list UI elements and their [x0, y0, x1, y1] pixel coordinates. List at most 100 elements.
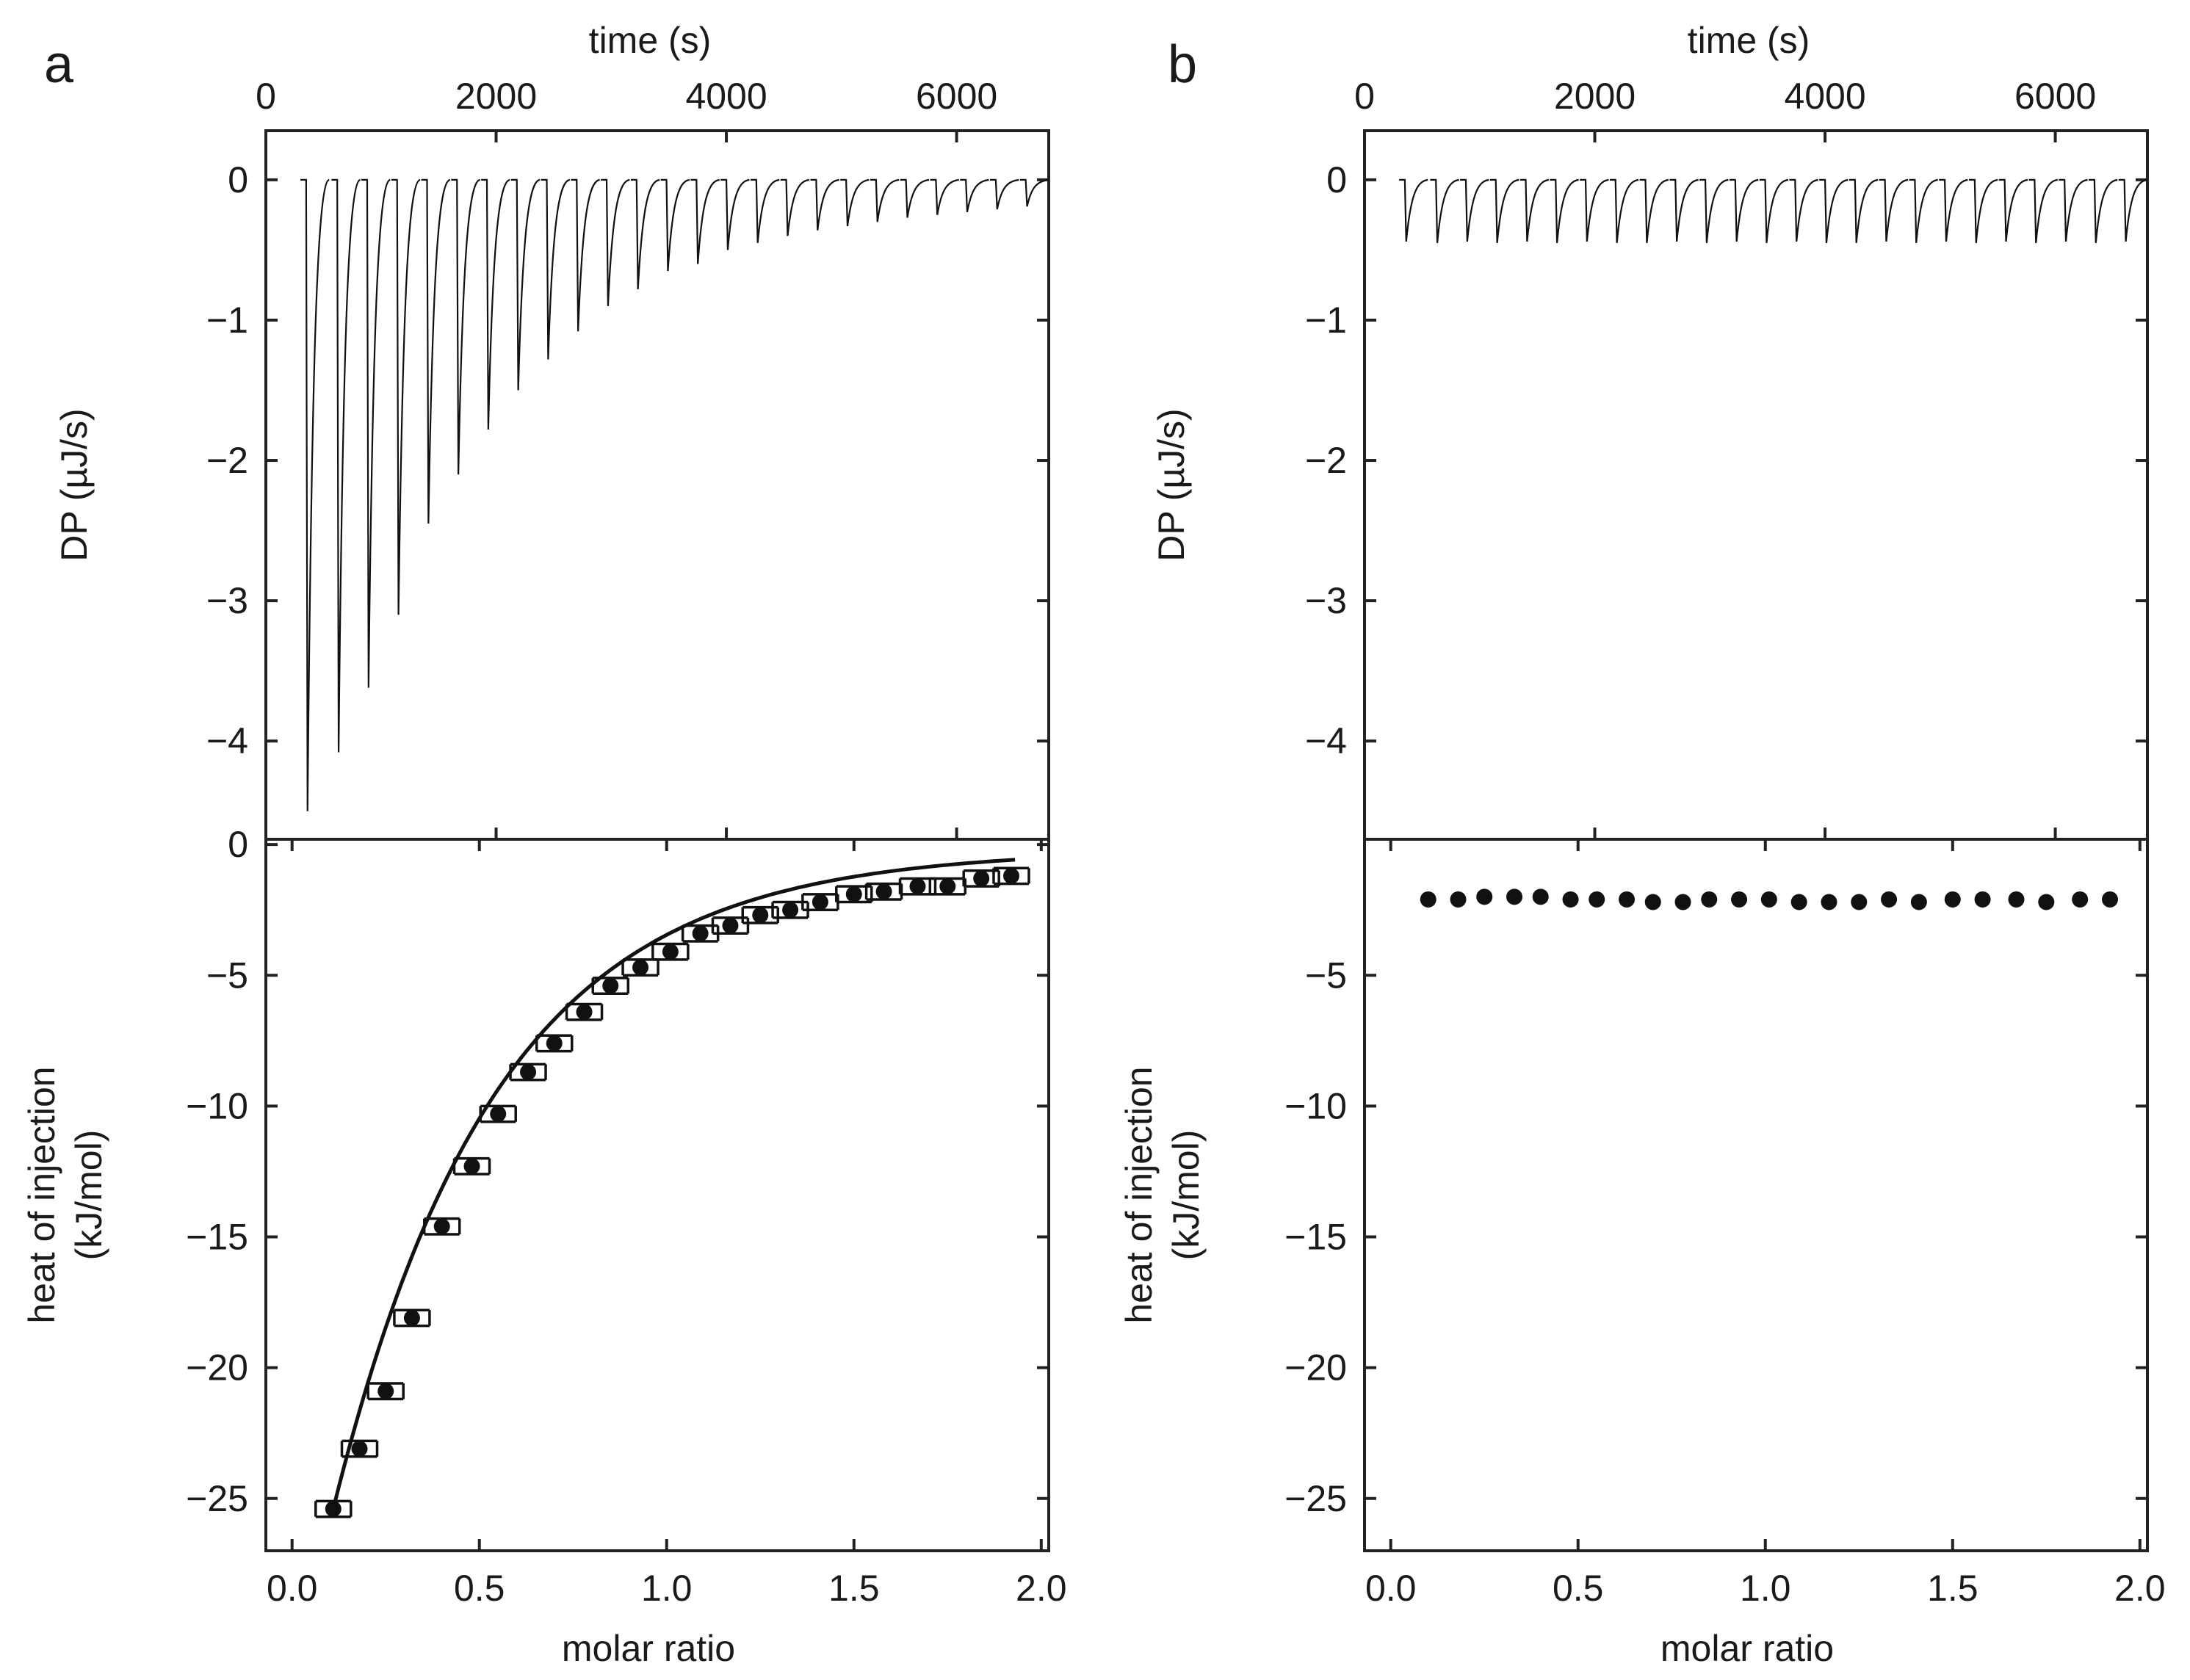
- molar-ratio-tick-label: 1.0: [641, 1568, 693, 1609]
- data-point: [1506, 888, 1523, 905]
- time-tick-label: 2000: [1554, 76, 1636, 117]
- heat-tick-label: −15: [186, 1217, 248, 1258]
- molar-ratio-tick-label: 0.0: [267, 1568, 318, 1609]
- injection-peak: [541, 178, 571, 360]
- injection-peak: [391, 178, 421, 615]
- panel-label: b: [1168, 35, 1197, 94]
- injection-peak: [660, 178, 690, 272]
- dp-tick-label: −3: [206, 580, 248, 621]
- data-point: [2008, 891, 2025, 908]
- injection-peak: [601, 178, 630, 306]
- data-point: [1619, 891, 1636, 908]
- data-point: [1476, 888, 1493, 905]
- data-point: [662, 944, 679, 960]
- injection-peak: [1669, 178, 1699, 242]
- data-point: [752, 907, 769, 924]
- data-point: [875, 883, 892, 900]
- data-point: [351, 1441, 368, 1458]
- heat-tick-label: −20: [186, 1347, 248, 1388]
- dp-axis-label: DP (µJ/s): [54, 408, 95, 561]
- data-point: [909, 878, 926, 895]
- injection-peak: [840, 178, 870, 227]
- data-point: [1002, 867, 1019, 884]
- time-tick-label: 6000: [2014, 76, 2096, 117]
- injection-peak: [1909, 178, 1938, 243]
- injection-peak: [1550, 178, 1579, 243]
- data-point: [546, 1035, 563, 1051]
- heat-tick-label: −5: [1305, 955, 1347, 996]
- fit-curve: [331, 858, 1016, 1510]
- molar-ratio-tick-label: 0.0: [1365, 1568, 1417, 1609]
- data-point: [939, 878, 956, 895]
- injection-peak: [1879, 178, 1909, 242]
- injection-peak: [1399, 178, 1428, 242]
- molar-ratio-tick-label: 1.0: [1740, 1568, 1791, 1609]
- injection-peak: [900, 178, 930, 218]
- molar-ratio-tick-label: 0.5: [454, 1568, 505, 1609]
- injection-peak: [630, 178, 660, 289]
- injection-peak: [1789, 178, 1818, 242]
- data-point: [325, 1501, 341, 1517]
- injection-peak: [1969, 178, 1998, 243]
- dp-tick-label: −2: [206, 440, 248, 481]
- data-point: [845, 886, 862, 902]
- time-tick-label: 2000: [455, 76, 537, 117]
- data-point: [1420, 891, 1436, 908]
- heat-tick-label: −10: [186, 1085, 248, 1126]
- injection-peak: [2089, 178, 2118, 243]
- molar-ratio-tick-label: 2.0: [1016, 1568, 1067, 1609]
- molar-ratio-tick-label: 1.5: [1927, 1568, 1978, 1609]
- dp-axis-label: DP (µJ/s): [1151, 408, 1192, 561]
- heat-tick-label: 0: [228, 824, 248, 865]
- data-point: [782, 902, 799, 919]
- panel-label: a: [44, 35, 74, 94]
- dp-tick-label: −2: [1305, 440, 1347, 481]
- data-point: [1701, 891, 1718, 908]
- heat-axis-units: (kJ/mol): [1166, 1130, 1207, 1261]
- injection-peak: [2028, 178, 2058, 243]
- injection-peak: [1430, 178, 1459, 243]
- data-point: [1851, 894, 1868, 910]
- dp-tick-label: −3: [1305, 580, 1347, 621]
- injection-peak: [990, 178, 1019, 210]
- data-point: [602, 977, 619, 994]
- bottom-plot-frame: [1363, 838, 2149, 1552]
- data-point: [1562, 891, 1579, 908]
- molar-ratio-axis-label: molar ratio: [562, 1628, 735, 1669]
- data-point: [1760, 891, 1777, 908]
- injection-peak: [1998, 178, 2028, 242]
- injection-peak: [1759, 178, 1789, 243]
- injection-peak: [930, 178, 959, 215]
- data-point: [1910, 894, 1927, 910]
- time-tick-label: 4000: [685, 76, 767, 117]
- injection-peak: [361, 178, 391, 688]
- injection-peak: [1729, 178, 1759, 242]
- data-point: [812, 894, 828, 910]
- molar-ratio-axis-label: molar ratio: [1660, 1628, 1834, 1669]
- injection-peak: [1019, 178, 1049, 207]
- injection-peak: [960, 178, 989, 213]
- data-point: [722, 917, 739, 934]
- heat-tick-label: −20: [1284, 1347, 1347, 1388]
- injection-peak: [1580, 178, 1609, 242]
- injection-peak: [1460, 178, 1489, 242]
- time-axis-label: time (s): [1688, 20, 1810, 61]
- molar-ratio-tick-label: 0.5: [1553, 1568, 1604, 1609]
- data-point: [1790, 894, 1807, 910]
- data-point: [2072, 891, 2089, 908]
- heat-axis-label: heat of injection: [21, 1066, 62, 1323]
- bottom-plot-frame: [264, 838, 1050, 1552]
- data-point: [433, 1218, 450, 1235]
- dp-tick-label: 0: [1326, 159, 1347, 200]
- panel-a: a 0 2000 4000 6000 time (s) 0 −1 −2 −3 −4 DP (µJ/s)…: [21, 20, 1067, 1669]
- molar-ratio-tick-label: 1.5: [828, 1568, 880, 1609]
- data-point: [1532, 888, 1549, 905]
- injection-peak: [870, 178, 900, 222]
- data-point: [463, 1158, 480, 1175]
- data-point: [1821, 894, 1837, 910]
- injection-peak: [1639, 178, 1669, 243]
- injection-peak: [1489, 178, 1519, 243]
- injection-peak: [1519, 178, 1550, 242]
- injection-peak: [1849, 178, 1879, 243]
